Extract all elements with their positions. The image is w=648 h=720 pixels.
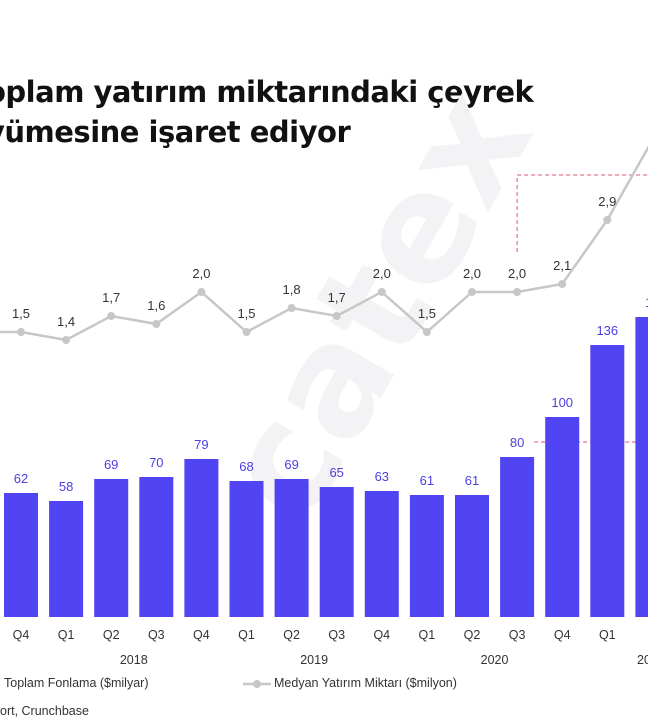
bar-label-13: 136 — [596, 323, 618, 338]
median-label-11: 2,0 — [508, 266, 526, 281]
bar-12 — [545, 417, 580, 617]
median-point-0 — [17, 328, 25, 336]
bar-13 — [590, 345, 625, 617]
bar-3 — [139, 477, 174, 617]
bar-2 — [94, 479, 129, 617]
callout-median — [516, 174, 648, 252]
x-tick-3: Q3 — [148, 628, 165, 642]
bar-label-3: 70 — [149, 455, 163, 470]
bar-7 — [319, 487, 354, 617]
median-label-6: 1,8 — [283, 282, 301, 297]
title-line-2: yümesine işaret ediyor — [0, 115, 351, 149]
median-label-2: 1,7 — [102, 290, 120, 305]
x-tick-1: Q1 — [58, 628, 75, 642]
median-point-3 — [152, 320, 161, 328]
bar-5 — [229, 481, 264, 617]
chart-title: oplam yatırım miktarındaki çeyrek yümesi… — [0, 72, 648, 152]
bar-labels-group: 62 58 69 70 79 68 69 65 63 61 61 80 100 136 15 — [14, 295, 648, 494]
median-point-13 — [603, 216, 612, 224]
source-note: ort, Crunchbase — [0, 704, 89, 718]
bar-label-5: 68 — [239, 459, 253, 474]
bar-label-12: 100 — [551, 395, 573, 410]
bar-label-7: 65 — [329, 465, 343, 480]
bar-label-6: 69 — [284, 457, 298, 472]
bar-label-4: 79 — [194, 437, 208, 452]
year-label-2: 2020 — [481, 653, 509, 667]
x-tick-4: Q4 — [193, 628, 210, 642]
bar-14 — [635, 317, 648, 617]
median-label-8: 2,0 — [373, 266, 391, 281]
median-point-6 — [287, 304, 296, 312]
median-label-9: 1,5 — [418, 306, 436, 321]
x-tick-8: Q4 — [373, 628, 390, 642]
median-line — [0, 145, 648, 342]
x-tick-7: Q3 — [328, 628, 345, 642]
median-label-13: 2,9 — [598, 194, 616, 209]
bar-10 — [455, 495, 489, 617]
median-label-5: 1,5 — [237, 306, 255, 321]
bar-label-8: 63 — [375, 469, 389, 484]
median-label-0: 1,5 — [12, 306, 30, 321]
median-point-9 — [422, 328, 431, 336]
median-point-5 — [242, 328, 251, 336]
callout-lines — [516, 174, 648, 443]
x-tick-0: Q4 — [13, 628, 30, 642]
bar-label-10: 61 — [465, 473, 479, 488]
legend-item-median: Medyan Yatırım Miktarı ($milyon) — [274, 676, 457, 690]
median-point-7 — [332, 312, 341, 320]
bar-8 — [364, 491, 399, 617]
bar-label-11: 80 — [510, 435, 524, 450]
bar-label-14: 15 — [645, 295, 648, 310]
median-point-2 — [107, 312, 116, 320]
x-tick-10: Q2 — [464, 628, 481, 642]
median-point-8 — [377, 288, 386, 296]
median-point-11 — [513, 288, 522, 296]
bar-9 — [409, 495, 444, 617]
year-label-1: 2019 — [300, 653, 328, 667]
year-label-3: 20 — [637, 653, 648, 667]
x-tick-13: Q1 — [599, 628, 616, 642]
median-point-4 — [197, 288, 206, 296]
legend-marker-median — [253, 680, 261, 688]
x-tick-12: Q4 — [554, 628, 571, 642]
median-label-12: 2,1 — [553, 258, 571, 273]
median-point-10 — [468, 288, 476, 296]
bar-4 — [184, 459, 219, 617]
x-axis: Q4Q1Q2Q3Q4Q1Q2Q3Q4Q1Q2Q3Q4Q1Q20182019202… — [13, 628, 648, 667]
title-line-1: oplam yatırım miktarındaki çeyrek — [0, 75, 534, 109]
legend-item-funding: Toplam Fonlama ($milyar) — [4, 676, 149, 690]
bars-group — [4, 317, 648, 617]
year-label-0: 2018 — [120, 653, 148, 667]
median-label-10: 2,0 — [463, 266, 481, 281]
x-tick-2: Q2 — [103, 628, 120, 642]
bar-1 — [49, 501, 84, 617]
bar-0 — [4, 493, 38, 617]
bar-label-2: 69 — [104, 457, 118, 472]
median-label-7: 1,7 — [328, 290, 346, 305]
x-tick-9: Q1 — [419, 628, 436, 642]
bar-label-9: 61 — [420, 473, 434, 488]
bar-label-0: 62 — [14, 471, 28, 486]
legend-marks — [243, 680, 271, 688]
x-tick-5: Q1 — [238, 628, 255, 642]
median-point-1 — [62, 336, 71, 344]
bar-label-1: 58 — [59, 479, 73, 494]
median-label-1: 1,4 — [57, 314, 75, 329]
x-tick-6: Q2 — [283, 628, 300, 642]
median-label-4: 2,0 — [192, 266, 210, 281]
median-label-3: 1,6 — [147, 298, 165, 313]
x-tick-11: Q3 — [509, 628, 526, 642]
median-line-group: 1,5 1,4 1,7 1,6 2,0 1,5 1,8 1,7 2,0 1,5 2,0 2,0 2,1 2… — [0, 145, 648, 344]
bar-6 — [274, 479, 309, 617]
bar-11 — [500, 457, 535, 617]
median-point-12 — [558, 280, 567, 288]
